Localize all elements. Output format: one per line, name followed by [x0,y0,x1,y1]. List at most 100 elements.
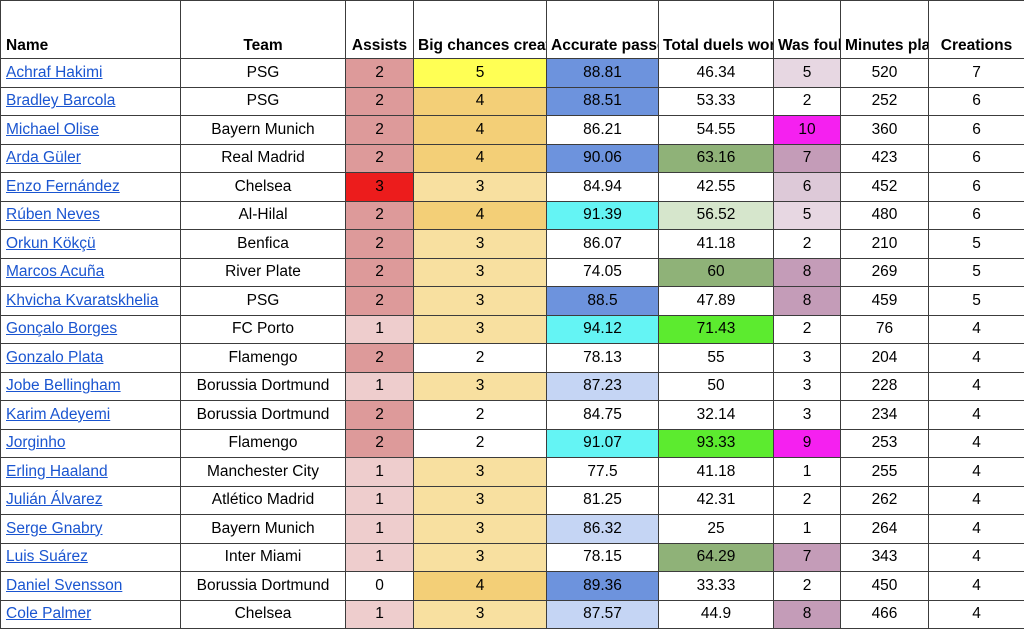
cell-duels: 47.89 [659,287,774,316]
cell-minutes: 76 [841,315,929,344]
cell-fouled: 2 [774,572,841,601]
cell-player-name: Enzo Fernández [1,173,181,202]
player-link[interactable]: Achraf Hakimi [6,64,102,81]
cell-assists: 2 [346,116,414,145]
cell-team: PSG [181,287,346,316]
cell-minutes: 450 [841,572,929,601]
cell-duels: 50 [659,372,774,401]
cell-player-name: Michael Olise [1,116,181,145]
cell-acc: 91.07 [547,429,659,458]
cell-acc: 84.75 [547,401,659,430]
cell-acc: 89.36 [547,572,659,601]
cell-creations: 4 [929,543,1024,572]
player-link[interactable]: Khvicha Kvaratskhelia [6,292,159,309]
cell-creations: 4 [929,429,1024,458]
cell-acc: 78.15 [547,543,659,572]
player-link[interactable]: Gonçalo Borges [6,320,117,337]
player-link[interactable]: Bradley Barcola [6,92,115,109]
player-link[interactable]: Cole Palmer [6,605,91,622]
cell-acc: 91.39 [547,201,659,230]
cell-duels: 33.33 [659,572,774,601]
column-header-minutes-played[interactable]: Minutes played [841,1,929,59]
cell-big: 2 [414,429,547,458]
cell-assists: 2 [346,144,414,173]
cell-team: PSG [181,59,346,88]
player-link[interactable]: Arda Güler [6,149,81,166]
cell-big: 3 [414,543,547,572]
cell-duels: 93.33 [659,429,774,458]
cell-creations: 6 [929,144,1024,173]
player-link[interactable]: Luis Suárez [6,548,88,565]
column-header-creations[interactable]: Creations [929,1,1024,59]
cell-minutes: 452 [841,173,929,202]
cell-team: PSG [181,87,346,116]
player-link[interactable]: Marcos Acuña [6,263,104,280]
cell-duels: 41.18 [659,230,774,259]
cell-player-name: Rúben Neves [1,201,181,230]
cell-team: River Plate [181,258,346,287]
cell-player-name: Cole Palmer [1,600,181,629]
cell-acc: 81.25 [547,486,659,515]
cell-fouled: 7 [774,543,841,572]
player-link[interactable]: Rúben Neves [6,206,100,223]
player-link[interactable]: Erling Haaland [6,463,108,480]
column-header-big-chances[interactable]: Big chances created [414,1,547,59]
cell-fouled: 8 [774,600,841,629]
cell-player-name: Gonzalo Plata [1,344,181,373]
cell-creations: 5 [929,287,1024,316]
cell-duels: 46.34 [659,59,774,88]
player-link[interactable]: Gonzalo Plata [6,349,103,366]
player-link[interactable]: Serge Gnabry [6,520,103,537]
cell-team: Bayern Munich [181,515,346,544]
cell-team: Real Madrid [181,144,346,173]
player-link[interactable]: Karim Adeyemi [6,406,110,423]
cell-big: 3 [414,372,547,401]
cell-assists: 2 [346,59,414,88]
player-link[interactable]: Enzo Fernández [6,178,120,195]
cell-assists: 2 [346,230,414,259]
player-link[interactable]: Jorginho [6,434,65,451]
cell-minutes: 269 [841,258,929,287]
cell-acc: 90.06 [547,144,659,173]
cell-minutes: 252 [841,87,929,116]
cell-team: Borussia Dortmund [181,572,346,601]
cell-fouled: 3 [774,401,841,430]
cell-big: 4 [414,572,547,601]
player-link[interactable]: Michael Olise [6,121,99,138]
cell-team: Manchester City [181,458,346,487]
cell-team: Inter Miami [181,543,346,572]
cell-team: Atlético Madrid [181,486,346,515]
cell-minutes: 343 [841,543,929,572]
player-link[interactable]: Orkun Kökçü [6,235,96,252]
cell-player-name: Orkun Kökçü [1,230,181,259]
cell-creations: 6 [929,87,1024,116]
cell-fouled: 2 [774,230,841,259]
column-header-total-duels[interactable]: Total duels won % [659,1,774,59]
column-header-was-fouled[interactable]: Was fouled [774,1,841,59]
player-link[interactable]: Daniel Svensson [6,577,122,594]
cell-acc: 77.5 [547,458,659,487]
player-link[interactable]: Julián Álvarez [6,491,103,508]
column-header-assists[interactable]: Assists [346,1,414,59]
column-header-accurate-passes[interactable]: Accurate passes % [547,1,659,59]
column-header-name[interactable]: Name [1,1,181,59]
cell-minutes: 228 [841,372,929,401]
cell-player-name: Julián Álvarez [1,486,181,515]
column-header-team[interactable]: Team [181,1,346,59]
cell-duels: 60 [659,258,774,287]
cell-minutes: 204 [841,344,929,373]
cell-duels: 63.16 [659,144,774,173]
cell-fouled: 8 [774,287,841,316]
player-link[interactable]: Jobe Bellingham [6,377,121,394]
cell-creations: 4 [929,344,1024,373]
cell-creations: 4 [929,401,1024,430]
